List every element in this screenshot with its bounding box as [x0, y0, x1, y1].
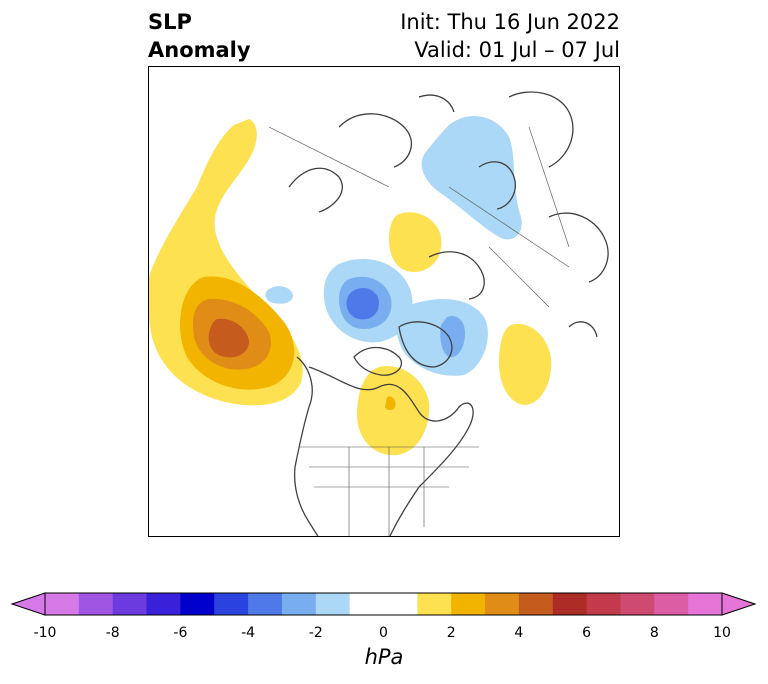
colorbar-segment — [552, 593, 588, 615]
colorbar-segment — [654, 593, 689, 615]
borders — [268, 126, 570, 536]
colorbar-units: hPa — [364, 645, 404, 669]
colorbar-segment — [248, 593, 283, 615]
colorbar-tick-label: -10 — [33, 625, 57, 641]
colorbar-tick-label: -8 — [105, 625, 120, 641]
colorbar-tick-label: -4 — [241, 625, 256, 641]
pacific-high-anomaly — [149, 119, 303, 406]
colorbar-extend-high — [721, 592, 757, 616]
colorbar-tick-label: -2 — [308, 625, 323, 641]
colorbar-segment — [349, 593, 384, 615]
colorbar — [10, 592, 757, 616]
title-line-2: Anomaly — [148, 38, 251, 62]
colorbar-segment — [112, 593, 148, 615]
colorbar-segment — [518, 593, 554, 615]
title-line-1: SLP — [148, 10, 192, 34]
atlantic-high-anomaly — [499, 323, 552, 405]
arctic-low-anomaly — [323, 258, 413, 343]
colorbar-tick-label: 8 — [649, 625, 659, 641]
colorbar-segment — [281, 593, 317, 615]
colorbar-segment — [485, 593, 520, 615]
map-subtitle: Init: Thu 16 Jun 2022 Valid: 01 Jul – 07… — [400, 8, 620, 64]
colorbar-segment — [417, 593, 452, 615]
init-date: Init: Thu 16 Jun 2022 — [400, 10, 620, 34]
colorbar-tick-label: 6 — [582, 625, 592, 641]
colorbar-segment — [45, 593, 80, 615]
colorbar-segment — [78, 593, 114, 615]
colorbar-tick-label: 0 — [379, 625, 388, 641]
colorbar-tick-label: 2 — [446, 625, 456, 641]
colorbar-segment — [146, 593, 181, 615]
colorbar-segment — [451, 593, 486, 615]
map-title: SLP Anomaly — [148, 8, 251, 64]
colorbar-segments — [45, 593, 723, 615]
barents-low-anomaly — [421, 115, 522, 240]
alaska-low-anomaly — [265, 286, 293, 304]
colorbar-segment — [315, 593, 351, 615]
colorbar-segment — [383, 593, 418, 615]
colorbar-extend-low — [10, 592, 46, 616]
siberia-high-anomaly — [389, 212, 442, 272]
colorbar-segment — [180, 593, 215, 615]
colorbar-segment — [214, 593, 249, 615]
colorbar-segment — [620, 593, 655, 615]
colorbar-segment — [688, 593, 723, 615]
colorbar-outline — [44, 592, 723, 616]
greenland-low-anomaly — [396, 298, 488, 376]
colorbar-tick-label: 4 — [514, 625, 524, 641]
colorbar-tick-label: -6 — [173, 625, 188, 641]
valid-range: Valid: 01 Jul – 07 Jul — [414, 38, 620, 62]
colorbar-tick-label: 10 — [713, 625, 731, 641]
map-panel — [148, 66, 620, 537]
colorbar-segment — [586, 593, 621, 615]
map-canvas — [149, 91, 609, 536]
